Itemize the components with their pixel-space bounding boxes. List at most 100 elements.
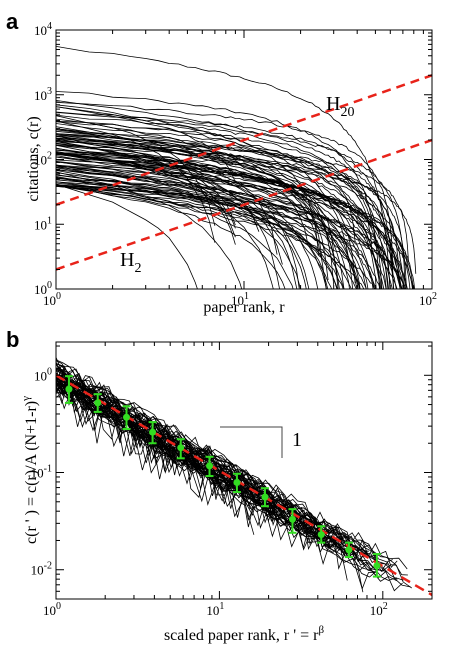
panel-b-y-tick-label: 100 — [34, 366, 52, 383]
binned-mean-point — [233, 478, 241, 486]
citation-curve — [56, 184, 286, 289]
scaled-curve — [56, 363, 350, 546]
scaled-curve — [56, 357, 296, 513]
citation-curve — [56, 177, 376, 289]
binned-mean-point — [317, 531, 325, 539]
panel-a-curves — [56, 46, 417, 289]
binned-mean-point — [345, 546, 353, 554]
binned-mean-point — [288, 515, 296, 523]
citation-curve — [56, 181, 329, 289]
citation-curve — [56, 130, 401, 289]
scaled-curve — [56, 361, 388, 565]
scaled-curve — [56, 366, 236, 479]
h2-label: H2 — [120, 249, 141, 276]
panel-b-frame — [55, 341, 433, 600]
citation-curve — [56, 154, 408, 289]
panel-a-y-axis-label: citations, c(r) — [25, 116, 42, 201]
citation-curve — [56, 128, 400, 279]
scaled-curve — [56, 359, 408, 570]
panel-b-x-axis-label-exp: β — [318, 624, 324, 636]
citation-curve — [56, 114, 389, 289]
citation-curve — [56, 112, 406, 289]
panel-a-y-tick-label: 104 — [34, 21, 52, 38]
citation-curve — [56, 140, 387, 289]
citation-curve — [56, 185, 344, 289]
panel-b-y-tick-label: 10-1 — [31, 464, 52, 481]
panel-a-y-tick-label: 103 — [34, 86, 52, 103]
panel-a-x-tick-label: 102 — [419, 291, 437, 308]
panel-a-x-axis-label: paper rank, r — [203, 299, 285, 316]
citation-curve — [56, 111, 395, 289]
binned-mean-point — [149, 428, 157, 436]
citation-curve — [56, 151, 350, 289]
citation-curve — [56, 91, 380, 289]
binned-mean-point — [122, 413, 130, 421]
reference-line-h2 — [56, 138, 432, 271]
panel-a-x-tick-label: 101 — [231, 291, 249, 308]
panel-a: a 100 101 102 100 101 102 103 104 paper rank, r… — [6, 9, 437, 316]
binned-mean-point — [65, 385, 73, 393]
panel-a-y-tick-label: 101 — [34, 215, 52, 232]
panel-b-y-axis-label-main: c(r ' ) = c(r)/A (N+1-r) — [23, 401, 40, 544]
citation-curve — [56, 152, 358, 289]
binned-mean-point — [373, 562, 381, 570]
h20-label-sub: 20 — [340, 105, 354, 120]
citation-curve — [56, 137, 409, 262]
panel-b-y-tick-label: 10-2 — [31, 561, 52, 578]
citation-curve — [56, 149, 417, 274]
panel-a-reference-lines — [56, 74, 432, 271]
citation-curve — [56, 135, 335, 252]
citation-curve — [56, 183, 198, 289]
panel-a-x-tick-label: 100 — [43, 291, 61, 308]
citation-curve — [56, 172, 357, 289]
citation-curve — [56, 104, 354, 289]
scaled-curve — [56, 390, 329, 543]
binned-mean-point — [206, 462, 214, 470]
citation-curve — [56, 141, 407, 286]
panel-a-letter: a — [6, 9, 19, 34]
panel-b-x-tick-label: 102 — [370, 601, 388, 618]
binned-mean-point — [261, 493, 269, 501]
citation-curve — [56, 166, 274, 289]
citation-curve — [56, 169, 283, 265]
panel-b-y-axis-label: c(r ' ) = c(r)/A (N+1-r)γ — [20, 396, 40, 544]
scaled-curve — [56, 372, 276, 523]
panel-b-ticks: 100 101 102 10-2 10-1 100 — [31, 342, 432, 618]
panel-b-binned-means — [64, 375, 381, 578]
citation-curve — [56, 46, 391, 289]
citation-curve — [56, 135, 394, 289]
citation-curve — [56, 184, 381, 289]
citation-curve — [56, 156, 403, 289]
binned-mean-point — [94, 399, 102, 407]
panel-b-y-axis-label-exp: γ — [20, 396, 32, 402]
panel-b-fit-line — [56, 374, 432, 597]
citation-curve — [56, 181, 387, 289]
citation-curve — [56, 164, 307, 289]
citation-curve — [56, 167, 345, 289]
citation-curve — [56, 174, 377, 289]
panel-b-x-axis-label: scaled paper rank, r ' = rβ — [164, 624, 325, 644]
citation-curve — [56, 161, 411, 289]
citation-curve — [56, 177, 406, 289]
h2-label-sub: 2 — [134, 261, 141, 276]
h20-label: H20 — [326, 93, 354, 120]
panel-b-x-tick-label: 101 — [206, 601, 224, 618]
scaled-curve — [56, 383, 255, 535]
h20-label-base: H — [326, 93, 340, 115]
citation-curve — [56, 134, 373, 253]
fit-line — [56, 374, 432, 597]
panel-b-x-axis-label-main: scaled paper rank, r ' = r — [164, 627, 319, 644]
slope-annotation: 1 — [292, 429, 302, 451]
scaled-curve — [56, 378, 379, 564]
citation-curve — [56, 186, 367, 289]
panel-a-y-tick-label: 102 — [34, 151, 52, 168]
panel-b: b 100 101 102 10-2 10-1 100 1 scaled paper ra… — [6, 327, 433, 644]
citation-curve — [56, 142, 300, 289]
binned-mean-point — [177, 444, 185, 452]
reference-line-h20 — [56, 74, 432, 206]
citation-curve — [56, 161, 361, 289]
scaled-curve — [56, 383, 403, 592]
slope-triangle — [220, 426, 283, 458]
citation-curve — [56, 101, 394, 266]
